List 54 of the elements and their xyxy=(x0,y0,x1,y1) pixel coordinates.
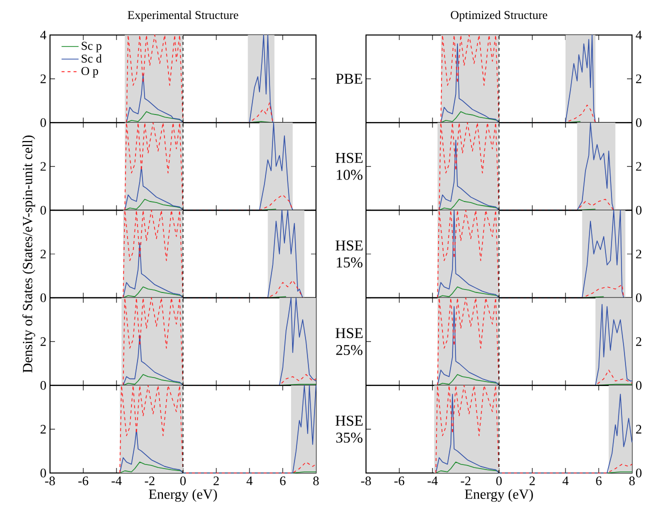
chart-title: Experimental Structure xyxy=(128,10,238,22)
y-tick-label: 2 xyxy=(636,162,642,171)
y-tick-label: 0 xyxy=(636,118,642,127)
x-tick-label: 4 xyxy=(246,476,253,486)
x-tick-label: 8 xyxy=(313,476,319,486)
chart-title: Optimized Structure xyxy=(450,10,548,22)
y-tick-label: 2 xyxy=(636,337,642,346)
y-tick-label: 4 xyxy=(636,30,642,40)
y-tick-label: 0 xyxy=(40,118,46,127)
text: PBE xyxy=(336,74,362,84)
x-tick-label: -8 xyxy=(45,476,55,486)
x-tick-label: 6 xyxy=(280,476,286,486)
y-tick-label: 0 xyxy=(636,293,642,302)
y-tick-label: 0 xyxy=(636,468,642,478)
x-tick-label: -4 xyxy=(428,476,438,486)
legend-label: Sc d xyxy=(82,54,102,63)
y-tick-label: 0 xyxy=(40,468,46,478)
x-tick-label: 2 xyxy=(214,476,219,486)
y-tick-label: 0 xyxy=(636,206,642,215)
x-tick-label: -6 xyxy=(394,476,404,486)
y-tick-label: 0 xyxy=(636,381,642,390)
text: HSE 15% xyxy=(336,240,363,268)
y-tick-label: 2 xyxy=(40,250,46,258)
y-axis-title: Density of States (States/eV-spin-unit cell) xyxy=(22,136,36,373)
y-tick-label: 2 xyxy=(636,74,642,84)
x-tick-label: -6 xyxy=(78,476,88,486)
y-tick-label: 2 xyxy=(40,337,46,346)
legend-label: Sc p xyxy=(82,42,102,52)
legend-label: O p xyxy=(81,66,98,78)
y-tick-label: 4 xyxy=(40,30,46,40)
y-tick-label: 0 xyxy=(40,381,46,390)
y-tick-label: 2 xyxy=(40,424,46,434)
y-tick-label: 0 xyxy=(40,206,46,215)
x-tick-label: 0 xyxy=(180,476,186,486)
x-tick-label: -4 xyxy=(112,476,122,486)
y-tick-label: 2 xyxy=(40,162,46,171)
x-tick-label: 0 xyxy=(496,476,502,486)
x-tick-label: -8 xyxy=(361,476,371,486)
x-tick-label: -2 xyxy=(144,476,154,486)
line-series xyxy=(119,385,316,474)
x-tick-label: 2 xyxy=(530,476,535,486)
x-tick-label: 8 xyxy=(629,476,635,486)
x-tick-label: 6 xyxy=(596,476,602,486)
x-tick-label: 4 xyxy=(562,476,569,486)
y-tick-label: 2 xyxy=(636,250,642,258)
x-tick-label: -2 xyxy=(460,476,470,486)
y-tick-label: 0 xyxy=(40,293,46,302)
x-axis-title: Energy (eV) xyxy=(464,489,533,502)
text: HSE 35% xyxy=(336,416,363,443)
y-tick-label: 2 xyxy=(40,74,46,84)
text: HSE 25% xyxy=(336,328,363,356)
text: HSE 10% xyxy=(336,152,363,180)
x-axis-title: Energy (eV) xyxy=(148,489,217,502)
y-tick-label: 2 xyxy=(636,424,642,434)
